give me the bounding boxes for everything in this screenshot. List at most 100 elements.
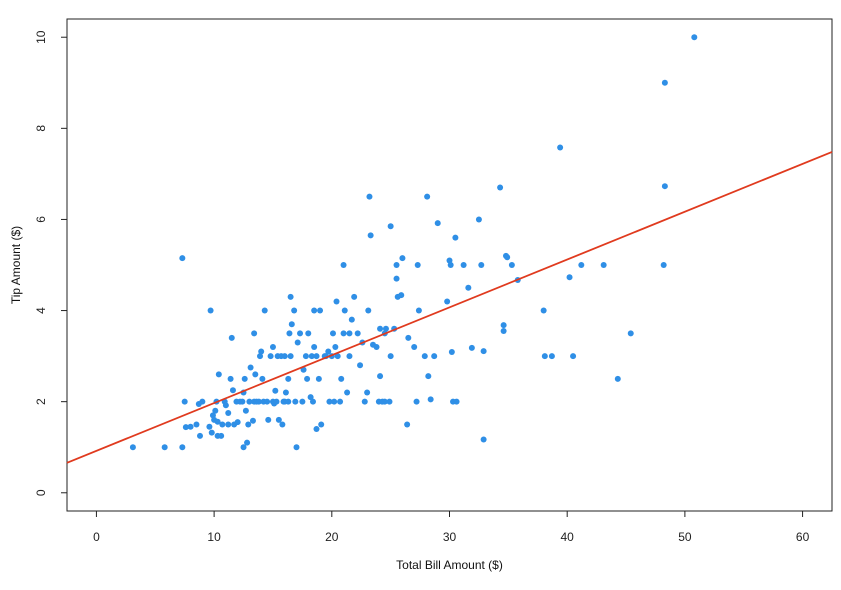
scatter-point [264, 398, 271, 405]
scatter-point [447, 262, 454, 268]
scatter-point [279, 421, 286, 428]
scatter-point [326, 398, 333, 405]
scatter-point [219, 421, 226, 428]
scatter-point [241, 375, 248, 382]
scatter-point [161, 444, 168, 451]
scatter-point [340, 262, 347, 268]
scatter-point [434, 220, 441, 227]
scatter-point [393, 275, 400, 282]
scatter-point [209, 412, 216, 419]
scatter-point [351, 293, 358, 300]
scatter-point [265, 416, 272, 423]
scatter-point [196, 432, 203, 439]
y-tick-label: 6 [34, 216, 48, 223]
scatter-point [317, 307, 324, 314]
scatter-point [255, 398, 262, 405]
scatter-point [404, 421, 411, 428]
scatter-point [222, 402, 229, 409]
scatter-point [273, 398, 280, 405]
scatter-point [366, 193, 373, 200]
scatter-point [414, 262, 421, 268]
scatter-point [393, 262, 400, 268]
scatter-point [275, 416, 282, 423]
y-axis-title: Tip Amount ($) [9, 226, 23, 304]
scatter-point [302, 353, 309, 360]
scatter-point [425, 373, 432, 380]
scatter-point [244, 439, 251, 446]
scatter-point [305, 330, 312, 337]
scatter-point [348, 316, 355, 323]
scatter-point [661, 183, 668, 190]
scatter-point [660, 262, 667, 268]
scatter-point [566, 274, 573, 281]
scatter-point [331, 398, 338, 405]
scatter-point [480, 436, 487, 443]
scatter-point [377, 325, 384, 332]
scatter-point [413, 398, 420, 405]
scatter-point [446, 257, 453, 264]
scatter-point [249, 417, 256, 424]
scatter-point [377, 373, 384, 380]
scatter-point [242, 407, 249, 414]
scatter-point [387, 223, 394, 230]
x-tick-label: 0 [93, 530, 100, 544]
scatter-point [214, 418, 221, 425]
scatter-point [272, 387, 279, 394]
x-tick-label: 10 [207, 530, 221, 544]
scatter-point [297, 330, 304, 337]
scatter-point [311, 344, 318, 350]
scatter-point [325, 348, 332, 355]
scatter-point [285, 375, 292, 382]
scatter-point [285, 398, 292, 405]
scatter-point [338, 375, 345, 382]
y-tick-label: 8 [34, 125, 48, 132]
scatter-point [465, 284, 472, 291]
scatter-point [444, 298, 451, 305]
scatter-point [269, 344, 276, 350]
scatter-point [411, 344, 418, 350]
scatter-point [206, 423, 213, 430]
scatter-point [431, 353, 438, 360]
scatter-point [460, 262, 467, 268]
x-axis-title: Total Bill Amount ($) [396, 558, 503, 572]
scatter-point [570, 353, 577, 360]
scatter-point [346, 330, 353, 337]
scatter-point [452, 234, 459, 241]
scatter-point [504, 254, 511, 261]
scatter-point [357, 362, 364, 369]
y-tick-label: 0 [34, 489, 48, 496]
scatter-point [557, 144, 564, 151]
scatter-point [282, 389, 289, 396]
y-tick-label: 10 [34, 30, 48, 44]
y-tick-label: 4 [34, 307, 48, 314]
scatter-point [261, 307, 268, 314]
scatter-point [421, 353, 428, 360]
scatter-point [548, 353, 555, 360]
scatter-point [299, 398, 306, 405]
scatter-point [246, 398, 253, 405]
scatter-point [208, 429, 215, 436]
scatter-point [332, 344, 339, 350]
scatter-point [382, 325, 389, 332]
scatter-point [179, 444, 186, 451]
scatter-point [334, 353, 341, 360]
scatter-point [287, 353, 294, 360]
scatter-point [313, 353, 320, 360]
scatter-point [257, 353, 264, 360]
scatter-point [287, 293, 294, 300]
scatter-point [228, 334, 235, 341]
scatter-point [344, 389, 351, 396]
scatter-point [367, 232, 374, 239]
scatter-point [541, 353, 548, 360]
scatter-point [340, 330, 347, 337]
scatter-point [225, 410, 232, 417]
scatter-point [399, 255, 406, 262]
scatter-point [308, 353, 315, 360]
scatter-point [691, 34, 698, 41]
scatter-point [480, 348, 487, 355]
x-tick-label: 20 [325, 530, 339, 544]
scatter-point [508, 262, 515, 268]
x-axis: 0 10 20 30 40 50 60 [93, 511, 810, 544]
scatter-point [193, 421, 200, 428]
scatter-point [218, 432, 225, 439]
